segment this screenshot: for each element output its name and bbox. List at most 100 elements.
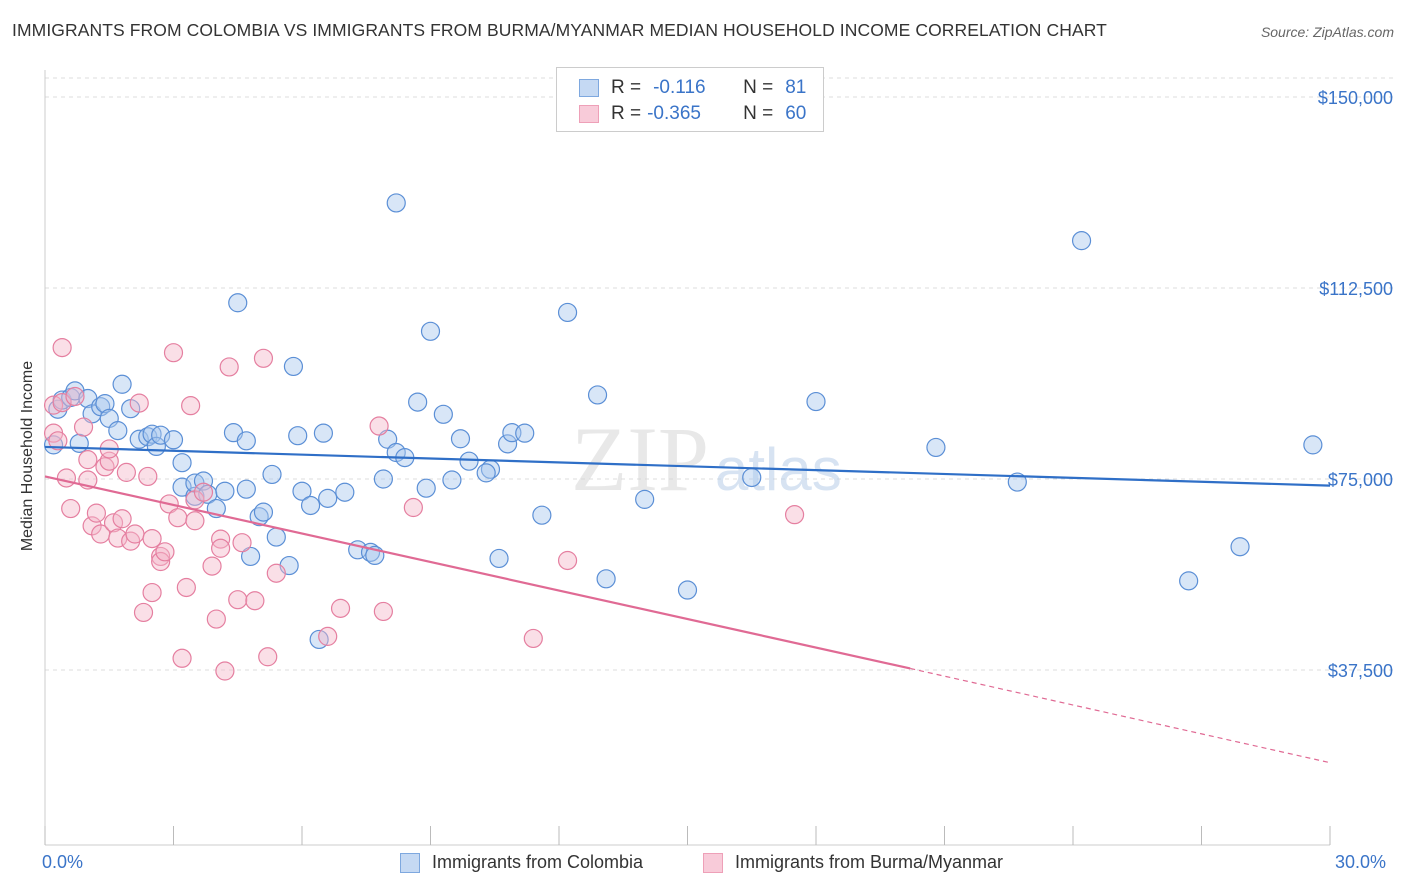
point-burma [52, 337, 72, 358]
point-burma [211, 538, 231, 558]
legend-n-value: 81 [785, 77, 807, 98]
point-colombia [498, 434, 518, 454]
point-colombia [313, 423, 334, 443]
bottom-legend-swatch-colombia [400, 852, 420, 873]
point-burma [78, 450, 98, 470]
point-burma [245, 591, 265, 611]
point-colombia [420, 321, 441, 341]
legend-n-label: N = [743, 77, 774, 98]
point-burma [253, 348, 274, 368]
point-burma [784, 505, 805, 525]
point-colombia [532, 505, 552, 525]
point-colombia [266, 527, 286, 547]
point-burma [133, 602, 154, 623]
bottom-legend-burma: Immigrants from Burma/Myanmar [703, 852, 1003, 873]
point-colombia [1179, 571, 1199, 591]
point-colombia [635, 489, 655, 509]
legend-r-label: R = [611, 77, 642, 98]
bottom-legend-colombia: Immigrants from Colombia [400, 852, 643, 873]
y-tick-label: $75,000 [1328, 470, 1393, 490]
point-colombia [253, 502, 274, 522]
x-tick-label-max: 30.0% [1335, 852, 1387, 872]
chart-title: IMMIGRANTS FROM COLOMBIA VS IMMIGRANTS F… [12, 20, 1107, 40]
y-axis-label: Median Household Income [19, 360, 36, 552]
y-tick-label: $150,000 [1318, 88, 1393, 108]
y-tick-label: $112,500 [1319, 279, 1393, 299]
point-colombia [515, 423, 535, 443]
point-burma [116, 462, 136, 482]
watermark: ZIP atlas [571, 408, 842, 510]
axes [44, 70, 1331, 846]
point-colombia [1230, 537, 1250, 557]
point-colombia [163, 430, 184, 450]
point-burma [202, 556, 222, 576]
y-tick-label: $37,500 [1328, 661, 1393, 681]
point-burma [176, 577, 196, 598]
point-colombia [69, 433, 89, 453]
point-colombia [677, 580, 698, 600]
legend-r-label: R = [611, 103, 642, 124]
point-colombia [587, 385, 608, 405]
legend-n-label: N = [743, 103, 774, 124]
point-colombia [288, 426, 308, 446]
x-tick-label-min: 0.0% [42, 852, 84, 872]
y-tick-labels: $37,500 $75,000 $112,500 $150,000 [1318, 88, 1393, 681]
point-burma [181, 396, 201, 416]
legend-r-value: -0.365 [647, 103, 701, 124]
point-burma [330, 598, 351, 618]
bottom-legend-label-burma: Immigrants from Burma/Myanmar [735, 852, 1004, 872]
point-colombia [108, 421, 128, 441]
legend-swatch-colombia [579, 79, 599, 97]
point-burma [232, 533, 252, 553]
point-burma [112, 509, 132, 529]
point-colombia [1007, 472, 1027, 492]
point-burma [163, 343, 184, 363]
watermark-zip: ZIP [571, 408, 709, 510]
point-colombia [241, 546, 261, 567]
legend-n-value: 60 [785, 103, 807, 124]
trend-line-colombia [44, 445, 1331, 487]
point-colombia [335, 482, 355, 502]
point-burma [168, 508, 188, 528]
point-burma [373, 601, 393, 622]
point-burma [219, 357, 239, 377]
point-colombia [489, 548, 509, 569]
point-burma [193, 482, 214, 502]
point-colombia [215, 481, 235, 501]
point-burma [172, 648, 192, 668]
point-burma [266, 563, 286, 583]
point-colombia [459, 451, 479, 471]
point-burma [142, 582, 162, 603]
point-colombia [1071, 231, 1092, 251]
point-burma [73, 417, 94, 437]
point-burma [228, 590, 248, 610]
point-colombia [408, 392, 428, 412]
point-colombia [476, 463, 496, 483]
point-colombia [292, 481, 312, 501]
point-colombia [228, 293, 248, 313]
point-colombia [596, 569, 616, 589]
point-burma [61, 498, 81, 519]
legend-row-burma: R = -0.365 N = 60 [579, 102, 806, 126]
point-colombia [450, 429, 471, 449]
point-colombia [283, 356, 304, 377]
stats-legend: R = -0.116 N = 81 R = -0.365 N = 60 [556, 67, 824, 132]
point-colombia [926, 437, 946, 458]
point-colombia [557, 302, 578, 323]
point-burma [65, 386, 85, 407]
point-colombia [386, 193, 406, 213]
point-burma [557, 550, 578, 571]
point-colombia [373, 469, 393, 489]
point-burma [523, 628, 543, 649]
trend-line-burma [44, 475, 911, 670]
point-colombia [151, 425, 171, 445]
point-burma [155, 542, 175, 562]
point-colombia [806, 391, 826, 412]
point-burma [215, 661, 235, 681]
point-burma [318, 626, 338, 646]
bottom-legend-swatch-burma [703, 852, 723, 873]
point-burma [142, 528, 162, 549]
point-colombia [300, 495, 321, 516]
trend-line-burma-extension [910, 667, 1331, 764]
